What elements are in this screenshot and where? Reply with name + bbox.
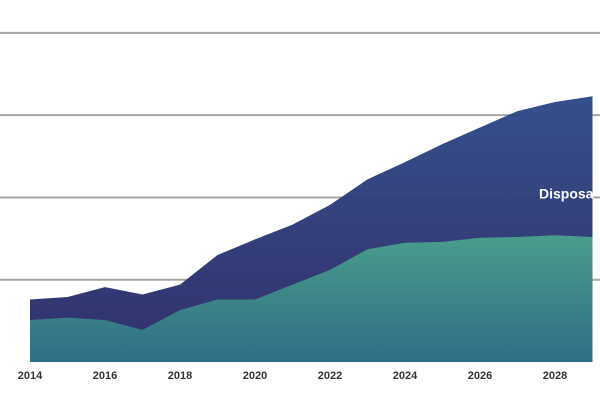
x-tick-label: 2018: [168, 370, 192, 382]
x-tick-label: 2014: [18, 370, 43, 382]
x-tick-label: 2028: [543, 370, 567, 382]
x-tick-label: 2016: [93, 370, 117, 382]
area: [30, 235, 593, 362]
x-tick-label: 2024: [393, 370, 418, 382]
x-tick-label: 2020: [243, 370, 267, 382]
x-tick-label: 2022: [318, 370, 342, 382]
annotation: Disposa: [539, 186, 594, 202]
x-tick-label: 2026: [468, 370, 492, 382]
